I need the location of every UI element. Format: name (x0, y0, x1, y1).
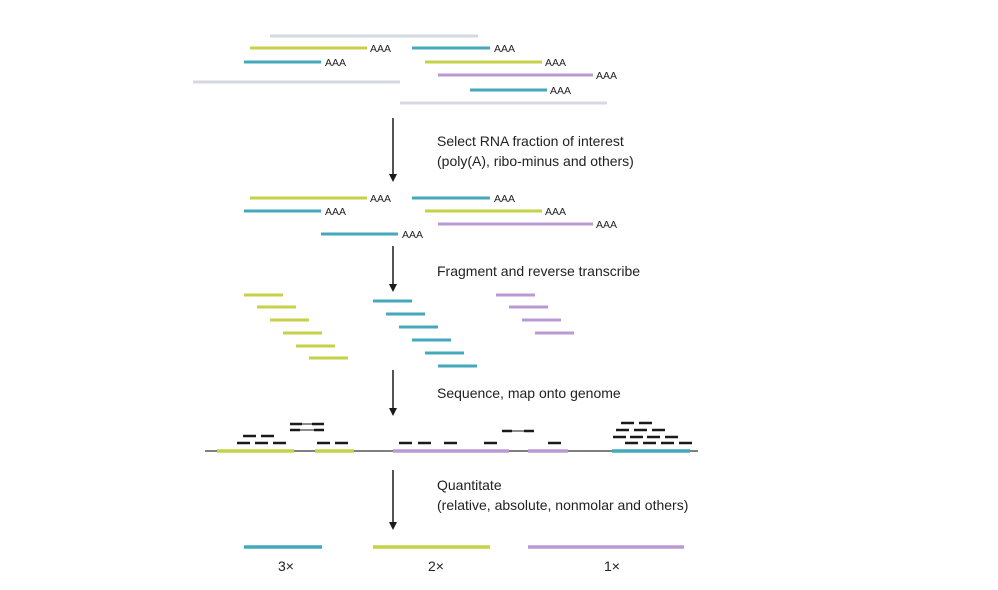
step-sequence-label: Sequence, map onto genome (437, 385, 621, 401)
poly-a-tail-label: AAA (596, 70, 617, 82)
step-select-label-line1: Select RNA fraction of interest (437, 133, 624, 149)
step-select-label-line2: (poly(A), ribo-minus and others) (437, 153, 634, 169)
step-fragment-label: Fragment and reverse transcribe (437, 263, 640, 279)
quantity-label-green: 2× (428, 558, 444, 574)
poly-a-tail-label: AAA (545, 206, 566, 218)
selected-rna-fraction: AAA AAA AAA AAA AAA AAA (244, 193, 617, 241)
cdna-fragments (244, 293, 574, 368)
poly-a-tail-label: AAA (494, 193, 515, 205)
total-rna-transcripts: AAA AAA AAA AAA AAA AAA (193, 34, 617, 105)
poly-a-tail-label: AAA (402, 229, 423, 241)
step-quantitate-label-line1: Quantitate (437, 477, 502, 493)
quantification-results: 3× 2× 1× (244, 545, 684, 574)
genome-mapping (205, 421, 698, 453)
quantity-label-teal: 3× (278, 558, 294, 574)
poly-a-tail-label: AAA (370, 43, 391, 55)
poly-a-tail-label: AAA (596, 219, 617, 231)
poly-a-tail-label: AAA (550, 85, 571, 97)
poly-a-tail-label: AAA (325, 206, 346, 218)
poly-a-tail-label: AAA (370, 193, 391, 205)
quantity-label-purple: 1× (604, 558, 620, 574)
poly-a-tail-label: AAA (325, 57, 346, 69)
poly-a-tail-label: AAA (545, 57, 566, 69)
poly-a-tail-label: AAA (494, 43, 515, 55)
step-quantitate-label-line2: (relative, absolute, nonmolar and others… (437, 497, 688, 513)
